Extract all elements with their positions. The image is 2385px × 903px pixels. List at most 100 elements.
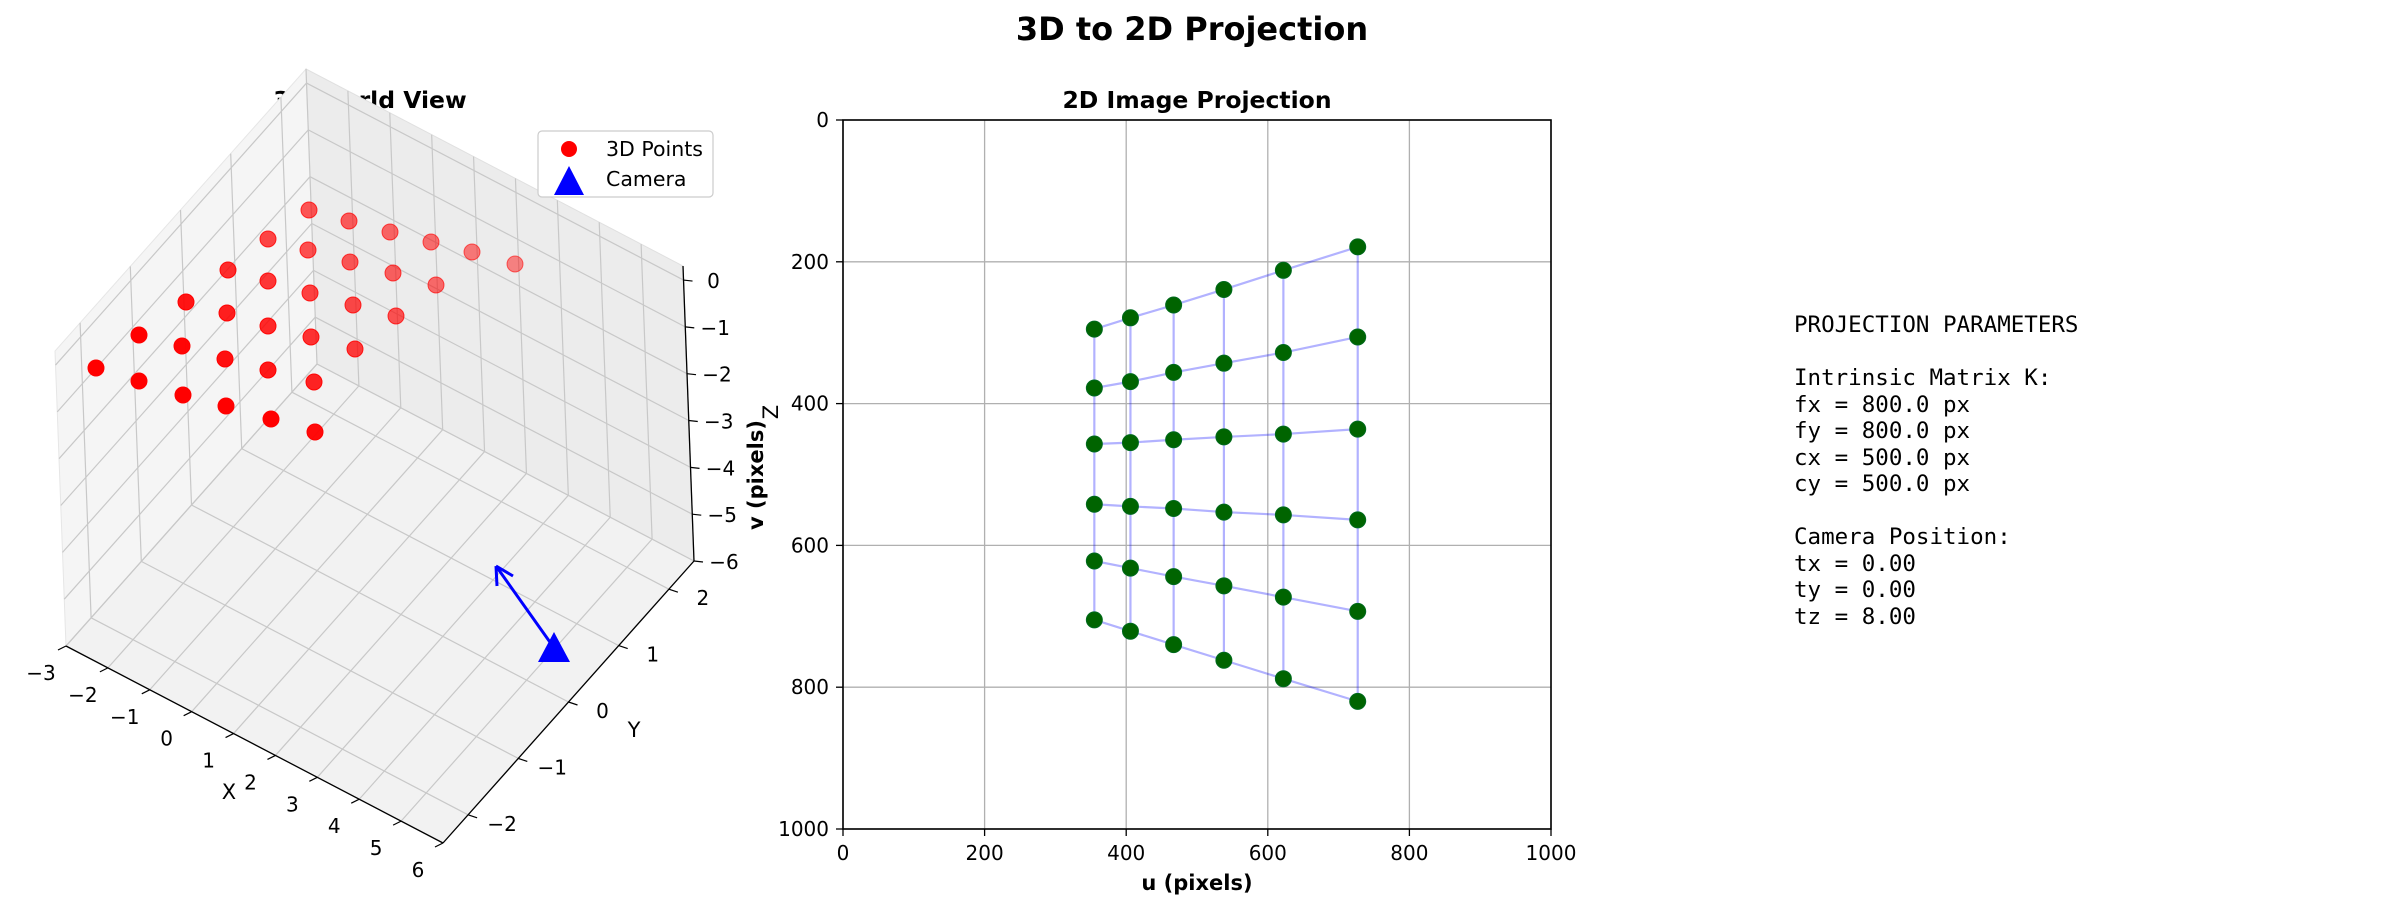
x-tick-mark-3d [57, 645, 67, 651]
param-fx: fx = 800.0 px [1794, 391, 1971, 418]
3d-gridline [62, 269, 314, 553]
3d-point [259, 272, 277, 290]
3d-point [427, 276, 445, 294]
x-tick-mark-3d [392, 820, 402, 826]
3d-world-view-panel: 3D World View −3−2−10123456−2−10120−1−2−… [26, 67, 783, 882]
3d-point [384, 264, 402, 282]
projected-point [1121, 373, 1139, 391]
3d-legend: 3D Points Camera [537, 130, 714, 198]
z-tick-mark-3d [693, 560, 704, 563]
y-tick-label-3d: 0 [596, 699, 609, 723]
3d-point [219, 261, 237, 279]
x-tick-mark-3d [267, 754, 276, 760]
x-tick-mark-3d [309, 776, 318, 782]
3d-point [306, 423, 324, 441]
3d-gridline [291, 391, 670, 590]
projected-point [1085, 495, 1103, 513]
3d-gridline [311, 222, 690, 422]
projected-point [1165, 500, 1183, 518]
z-tick-mark-3d [683, 279, 693, 282]
projected-point [1085, 611, 1103, 629]
projected-point [1165, 431, 1183, 449]
3d-gridline [306, 82, 684, 281]
3d-point [262, 410, 280, 428]
x-tick-label-3d: 1 [202, 749, 215, 773]
legend-label-3d-points: 3D Points [606, 137, 703, 161]
3d-gridline [65, 363, 318, 647]
v-tick-label: 0 [816, 108, 829, 132]
y-tick-mark-3d [668, 588, 679, 593]
camera-arrow-head [494, 564, 514, 587]
projected-point [1215, 280, 1233, 298]
3d-point [305, 373, 323, 391]
3d-gridline [179, 209, 193, 506]
projected-point [1215, 428, 1233, 446]
v-tick-label: 1000 [778, 817, 829, 841]
3d-point [217, 397, 235, 415]
projected-point [1274, 261, 1292, 279]
3d-point [381, 223, 399, 241]
x-tick-label-3d: −3 [26, 661, 55, 685]
z-tick-label-3d: −2 [702, 363, 731, 387]
3d-point [218, 304, 236, 322]
projection-parameters-panel: PROJECTION PARAMETERS Intrinsic Matrix K… [1794, 312, 2314, 642]
spacer [1794, 498, 2314, 525]
v-tick-label: 800 [791, 675, 829, 699]
3d-point [259, 317, 277, 335]
3d-point [259, 361, 277, 379]
3d-gridline [79, 322, 92, 618]
z-tick-mark-3d [685, 326, 695, 329]
z-tick-label-3d: −3 [704, 410, 733, 434]
projected-point [1215, 503, 1233, 521]
z-tick-mark-3d [690, 466, 700, 469]
camera-direction-arrow [494, 565, 554, 646]
3d-gridline [389, 112, 402, 408]
projected-point [1274, 506, 1292, 524]
3d-points-series [87, 201, 524, 441]
projected-point [1349, 511, 1367, 529]
x-tick-label-3d: −1 [110, 705, 139, 729]
z-tick-label-3d: −6 [709, 550, 738, 574]
projected-point [1215, 577, 1233, 595]
projected-point [1215, 354, 1233, 372]
projected-point [1274, 425, 1292, 443]
projected-point [1085, 435, 1103, 453]
v-tick-label: 400 [791, 392, 829, 416]
spacer [1794, 339, 2314, 366]
projected-point [1121, 559, 1139, 577]
3d-point [506, 255, 524, 273]
projected-point [1274, 344, 1292, 362]
projected-point [1349, 602, 1367, 620]
x-tick-mark-3d [141, 689, 151, 695]
x-tick-label-3d: 3 [286, 792, 299, 816]
projected-point [1349, 238, 1367, 256]
y-tick-mark-3d [518, 757, 528, 762]
legend-marker-3d-points [561, 141, 577, 157]
3d-point [300, 201, 318, 219]
3d-point [173, 337, 191, 355]
v-axis-label: v (pixels) [744, 420, 768, 530]
parameters-heading: PROJECTION PARAMETERS [1794, 312, 2079, 338]
3d-point [299, 241, 317, 259]
u-tick-label: 400 [1107, 841, 1145, 865]
x-tick-label-3d: 5 [370, 836, 383, 860]
3d-point [344, 296, 362, 314]
3d-point [130, 372, 148, 390]
z-tick-mark-3d [686, 373, 697, 376]
z-tick-label-3d: −1 [701, 316, 730, 340]
3d-gridline [313, 269, 691, 468]
3d-gridline [640, 244, 653, 540]
z-tick-label-3d: 0 [707, 269, 720, 293]
3d-point [301, 284, 319, 302]
3d-gridline [241, 448, 619, 647]
projected-point [1121, 622, 1139, 640]
projected-point [1349, 692, 1367, 710]
2d-image-projection-panel: 2D Image Projection 0 200 400 600 800 1000 0 20… [744, 86, 1576, 895]
param-fy: fy = 800.0 px [1794, 418, 1971, 444]
projected-point [1165, 363, 1183, 381]
projected-point [1121, 309, 1139, 327]
3d-axes-ticks: −3 −2 −1 0 1 2 3 4 5 6 −2 −1 0 1 2 0 −1 −2 −3 −4 −5 −6 [26, 265, 739, 882]
3d-axes-grid [55, 68, 695, 844]
3d-gridline [60, 223, 313, 506]
3d-axis-line [682, 265, 695, 562]
